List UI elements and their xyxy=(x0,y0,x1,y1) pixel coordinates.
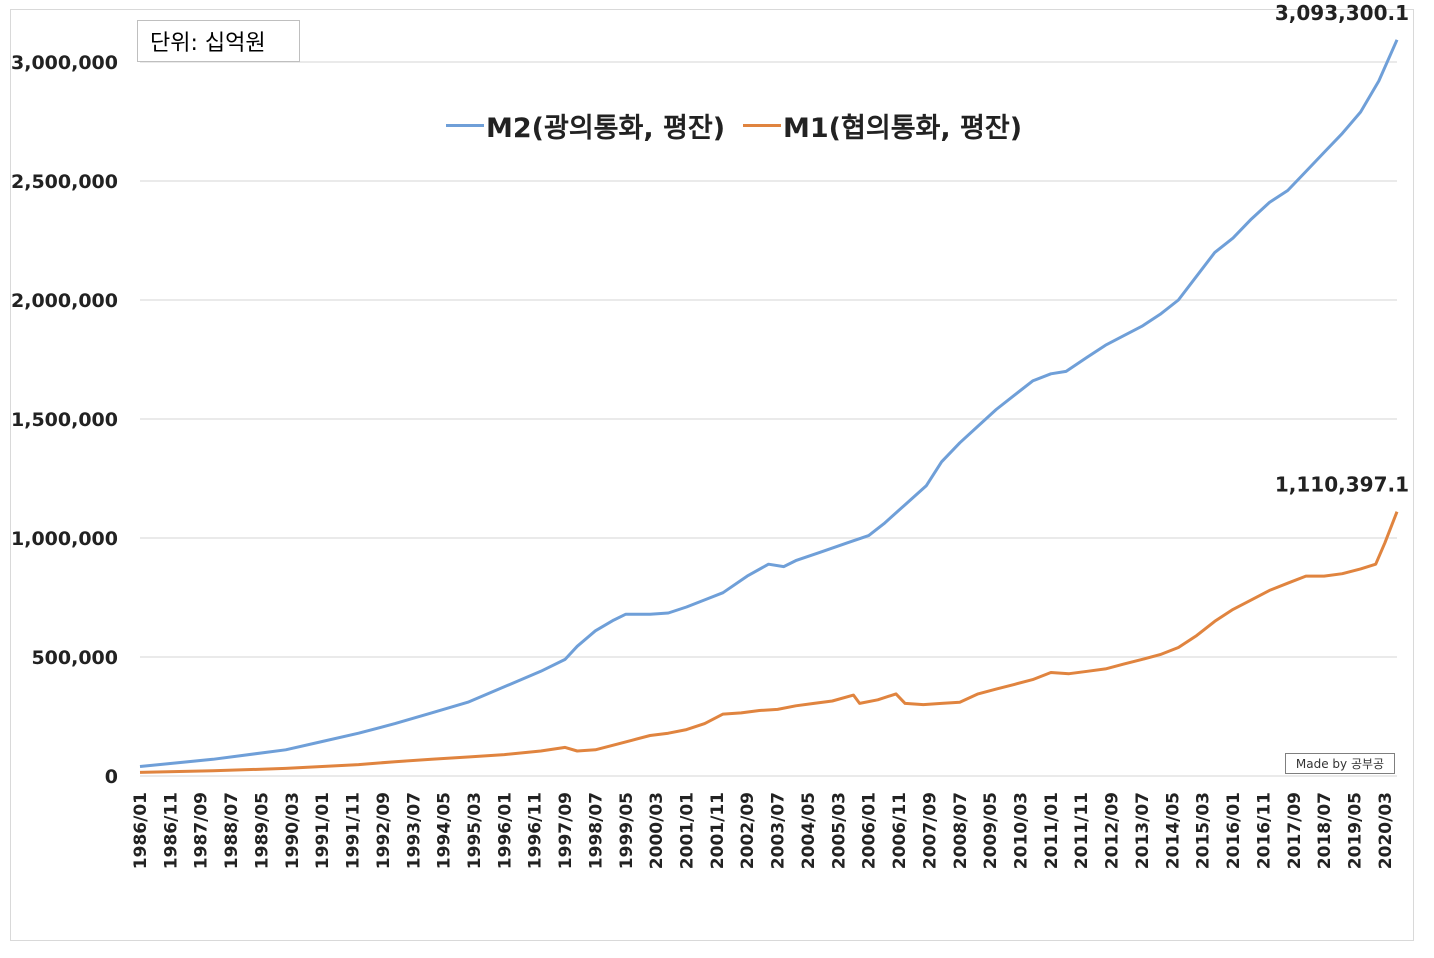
x-tick-label: 2020/03 xyxy=(1376,792,1396,869)
x-tick-label: 1991/11 xyxy=(344,792,364,869)
gridlines xyxy=(140,61,1397,777)
x-tick-label: 1987/09 xyxy=(192,792,212,869)
x-tick-label: 1996/11 xyxy=(526,792,546,869)
x-tick-label: 2011/11 xyxy=(1072,792,1092,869)
x-tick-label: 2004/05 xyxy=(799,792,819,869)
legend-swatch-m1 xyxy=(743,123,782,127)
x-tick-label: 2015/03 xyxy=(1194,792,1214,869)
unit-note-text: 단위: 십억원 xyxy=(150,31,266,56)
x-tick-label: 2005/03 xyxy=(829,792,849,869)
end-labels: 3,093,300.1 1,110,397.1 xyxy=(1275,1,1409,497)
legend-item-m2: M2(광의통화, 평잔) xyxy=(446,106,725,145)
y-tick-label: 0 xyxy=(105,766,118,788)
x-tick-label: 2012/09 xyxy=(1103,792,1123,869)
x-tick-label: 2001/11 xyxy=(708,792,728,869)
x-tick-label: 1996/01 xyxy=(495,792,515,869)
x-tick-label: 1999/05 xyxy=(617,792,637,869)
watermark-text: Made by 공부공 xyxy=(1295,757,1385,771)
x-tick-label: 2017/09 xyxy=(1285,792,1305,869)
y-tick-label: 1,000,000 xyxy=(11,528,118,550)
legend-swatch-m2 xyxy=(446,123,484,127)
x-tick-label: 1986/11 xyxy=(161,792,181,869)
unit-note: 단위: 십억원 xyxy=(137,20,300,62)
x-tick-label: 1991/01 xyxy=(313,792,333,869)
y-tick-label: 3,000,000 xyxy=(11,52,118,74)
x-tick-label: 1988/07 xyxy=(222,792,242,869)
end-label-m2: 3,093,300.1 xyxy=(1275,1,1409,25)
x-tick-label: 2014/05 xyxy=(1163,792,1183,869)
y-axis-ticks: 0 500,000 1,000,000 1,500,000 2,000,000 2,500… xyxy=(11,52,118,788)
x-tick-label: 2006/01 xyxy=(860,792,880,869)
legend-label-m2: M2(광의통화, 평잔) xyxy=(486,112,726,144)
x-tick-label: 2002/09 xyxy=(738,792,758,869)
legend-item-m1: M1(협의통화, 평잔) xyxy=(743,106,1022,145)
x-tick-label: 2011/01 xyxy=(1042,792,1062,869)
x-tick-label: 2013/07 xyxy=(1133,792,1153,869)
x-tick-label: 1986/01 xyxy=(131,792,151,869)
y-tick-label: 2,500,000 xyxy=(11,171,118,193)
x-tick-label: 2008/07 xyxy=(951,792,971,869)
x-tick-label: 2019/05 xyxy=(1345,792,1365,869)
y-tick-label: 1,500,000 xyxy=(11,409,118,431)
legend: M2(광의통화, 평잔) M1(협의통화, 평잔) xyxy=(446,105,1040,145)
x-tick-label: 1995/03 xyxy=(465,792,485,869)
x-tick-label: 2010/03 xyxy=(1012,792,1032,869)
x-tick-label: 2003/07 xyxy=(769,792,789,869)
x-tick-label: 2001/01 xyxy=(678,792,698,869)
series-lines xyxy=(139,39,1399,774)
x-tick-label: 1989/05 xyxy=(252,792,272,869)
end-label-m1: 1,110,397.1 xyxy=(1275,473,1409,497)
chart-frame xyxy=(10,9,1414,941)
watermark: Made by 공부공 xyxy=(1285,753,1395,774)
series-line-m2 xyxy=(139,39,1399,768)
series-line-m1 xyxy=(139,511,1399,774)
legend-label-m1: M1(협의통화, 평잔) xyxy=(783,112,1023,144)
y-tick-label: 500,000 xyxy=(31,647,118,669)
y-tick-label: 2,000,000 xyxy=(11,290,118,312)
x-tick-label: 1992/09 xyxy=(374,792,394,869)
x-tick-label: 1990/03 xyxy=(283,792,303,869)
x-axis-ticks: 1986/01 1986/11 1987/09 1988/07 1989/05 1990/… xyxy=(131,792,1396,869)
x-tick-label: 2016/11 xyxy=(1254,792,1274,869)
x-tick-label: 1998/07 xyxy=(586,792,606,869)
x-tick-label: 1997/09 xyxy=(556,792,576,869)
x-tick-label: 1994/05 xyxy=(435,792,455,869)
x-tick-label: 2007/09 xyxy=(920,792,940,869)
x-tick-label: 2018/07 xyxy=(1315,792,1335,869)
x-tick-label: 2016/01 xyxy=(1224,792,1244,869)
x-tick-label: 2009/05 xyxy=(981,792,1001,869)
x-tick-label: 1993/07 xyxy=(404,792,424,869)
x-tick-label: 2006/11 xyxy=(890,792,910,869)
x-tick-label: 2000/03 xyxy=(647,792,667,869)
